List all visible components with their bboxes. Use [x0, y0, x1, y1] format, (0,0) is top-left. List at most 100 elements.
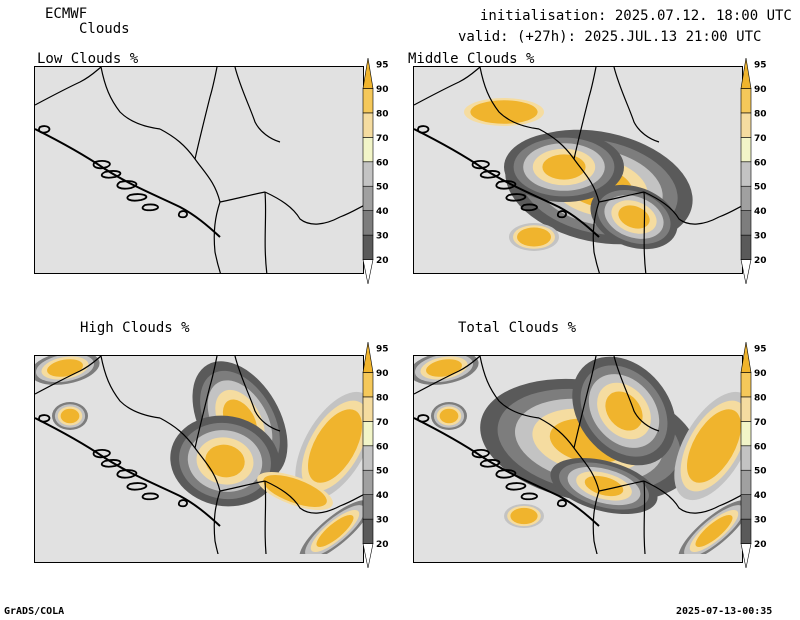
island-outline	[177, 210, 188, 219]
country-border	[213, 490, 221, 554]
colorbar-bin	[740, 494, 752, 520]
country-border	[643, 191, 742, 225]
colorbar-level-label: 60	[754, 442, 767, 452]
colorbar-bin	[740, 543, 752, 569]
colorbar-level-label: 60	[376, 158, 389, 168]
colorbar-level-label: 95	[376, 61, 389, 71]
cloud-area	[584, 475, 624, 497]
colorbar-level-label: 30	[376, 516, 389, 526]
colorbar-level-label: 60	[376, 442, 389, 452]
country-border	[264, 480, 267, 554]
island-outline	[520, 203, 538, 212]
colorbar-level-label: 60	[754, 158, 767, 168]
country-border	[100, 356, 161, 419]
map-total-clouds	[413, 355, 743, 563]
colorbar-bin	[362, 469, 374, 495]
country-border	[643, 480, 646, 554]
colorbar-level-label: 40	[754, 491, 767, 501]
cloud-area	[517, 227, 551, 247]
country-border	[414, 356, 481, 395]
colorbar-level-label: 95	[754, 61, 767, 71]
colorbar-bin	[740, 421, 752, 447]
colorbar-level-label: 95	[376, 345, 389, 355]
panel-title-high: High Clouds %	[80, 320, 190, 336]
colorbar-total: 20 30 40 50 60 70 80 90 95	[740, 342, 767, 569]
colorbar-level-label: 30	[754, 516, 767, 526]
colorbar-bin	[740, 234, 752, 260]
colorbar-bin	[740, 259, 752, 285]
island-outline	[556, 210, 567, 219]
colorbar-bin	[740, 518, 752, 544]
coastline	[35, 417, 221, 527]
cloud-area	[47, 359, 83, 377]
panel-title-low: Low Clouds %	[37, 51, 139, 67]
colorbar-bin	[740, 372, 752, 398]
colorbar-bin	[740, 88, 752, 114]
country-border	[213, 201, 221, 273]
colorbar-level-label: 40	[754, 207, 767, 217]
colorbar-bin	[362, 543, 374, 569]
country-border	[219, 191, 266, 203]
cloud-area	[205, 444, 245, 478]
country-border	[592, 490, 600, 554]
colorbar-bin	[362, 234, 374, 260]
coastline	[414, 128, 600, 238]
colorbar-level-label: 90	[754, 85, 767, 95]
cloud-area	[439, 408, 459, 424]
island-outline	[141, 492, 159, 501]
colorbar-level-label: 80	[376, 109, 389, 119]
country-border	[613, 67, 660, 143]
map-low-clouds	[34, 66, 364, 274]
island-outline	[520, 492, 538, 501]
cloud-area	[605, 391, 643, 431]
cloud-area	[618, 205, 650, 229]
country-border	[479, 67, 540, 130]
cloud-area	[695, 514, 733, 548]
colorbar-level-label: 50	[376, 467, 389, 477]
colorbar-bin	[740, 210, 752, 236]
colorbar-level-label: 70	[376, 134, 389, 144]
cloud-area	[263, 475, 327, 507]
colorbar-level-label: 20	[376, 540, 389, 550]
colorbar-bin	[362, 421, 374, 447]
colorbar-bin	[740, 58, 752, 89]
country-border	[194, 356, 218, 449]
country-border	[159, 128, 221, 203]
island-outline	[141, 203, 159, 212]
island-outline	[471, 449, 490, 459]
colorbar-level-label: 50	[376, 183, 389, 193]
cloud-area	[60, 408, 80, 424]
colorbar-bin	[362, 210, 374, 236]
colorbar-middle: 20 30 40 50 60 70 80 90 95	[740, 58, 767, 285]
cloud-area	[687, 409, 741, 483]
colorbar-level-label: 70	[754, 418, 767, 428]
cloud-area	[316, 514, 354, 548]
colorbar-level-label: 20	[376, 256, 389, 266]
colorbar-high: 20 30 40 50 60 70 80 90 95	[362, 342, 389, 569]
colorbar-level-label: 20	[754, 540, 767, 550]
colorbar-bin	[362, 58, 374, 89]
colorbar-level-label: 90	[754, 369, 767, 379]
island-outline	[38, 414, 51, 423]
footer-timestamp: 2025-07-13-00:35	[676, 606, 773, 617]
country-border	[479, 356, 540, 419]
island-outline	[505, 482, 527, 491]
colorbar-bin	[362, 161, 374, 187]
cloud-area	[510, 507, 538, 525]
colorbar-bin	[362, 112, 374, 138]
cloud-area	[308, 409, 362, 483]
coastline	[35, 128, 221, 238]
colorbar-bin	[740, 469, 752, 495]
island-outline	[92, 449, 111, 459]
country-border	[592, 201, 600, 273]
colorbar-bin	[362, 185, 374, 211]
country-border	[219, 480, 266, 492]
colorbar-level-label: 80	[754, 109, 767, 119]
island-outline	[100, 170, 122, 179]
colorbar-bin	[362, 445, 374, 471]
footer-software: GrADS/COLA	[4, 606, 65, 617]
colorbar-bin	[362, 259, 374, 285]
colorbar-level-label: 90	[376, 369, 389, 379]
island-outline	[126, 482, 148, 491]
colorbar-level-label: 40	[376, 491, 389, 501]
